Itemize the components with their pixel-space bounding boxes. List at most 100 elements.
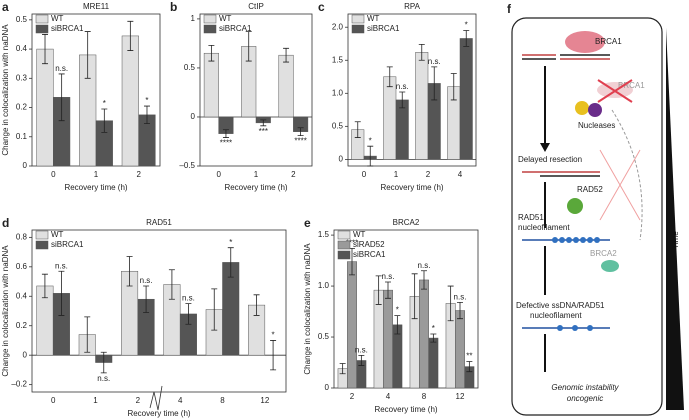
axis-break [149,385,163,411]
diagram: f Time BRCA1 BRCA1 Nucleases Delayed res… [507,2,684,416]
legend-swatch [351,24,365,34]
x-axis-label: Recovery time (h) [64,183,127,192]
arrowhead [540,143,550,152]
bar [278,54,294,118]
legend-label: siBRCA1 [219,24,252,33]
bar [203,52,219,118]
bar [428,337,439,389]
plot-frame [333,229,479,389]
legend-label: siBRCA1 [51,240,84,249]
bar [383,76,397,160]
legend-label: WT [367,14,380,23]
error-bar [421,270,427,290]
error-bar [84,316,91,353]
x-tick-label: 2 [136,396,141,405]
label: Genomic instability [551,383,619,392]
legend-label: siBRCA1 [353,250,386,259]
legend-swatch [35,230,49,240]
x-tick-label: 4 [178,396,183,405]
significance: * [432,324,435,333]
error-bar [41,273,48,299]
significance: **** [294,137,306,146]
label: Defective ssDNA/RAD51 [516,301,605,310]
dashed-arrow [611,109,643,241]
y-tick-label: 0 [325,383,330,392]
legend-label: WT [219,14,232,23]
x-tick-label: 8 [220,396,225,405]
bar [383,289,393,389]
label: RAD52 [577,185,603,194]
label: BRCA2 [590,249,617,258]
panel-letter: d [2,216,9,230]
legend-label: siBRCA1 [367,24,400,33]
bar [36,48,54,167]
error-bar [101,108,108,133]
x-tick-label: 0 [51,396,56,405]
x-axis-label: Recovery time (h) [380,183,443,192]
y-tick-label: 0.3 [16,73,28,82]
x-tick-label: 2 [426,170,431,179]
label: RAD51 [518,213,544,222]
y-tick-label: 0.2 [16,321,28,330]
y-tick-label: 0.5 [332,121,344,130]
error-bar [100,351,107,374]
legend-swatch [337,240,351,250]
panel-letter: e [304,216,311,230]
y-tick-label: 0.5 [16,15,28,24]
y-tick-label: 0.4 [16,291,28,300]
significance: n.s. [355,345,368,354]
error-bar [430,333,437,343]
bar [121,35,139,167]
error-bar [58,270,65,316]
bar [415,52,429,160]
significance: * [396,306,399,315]
x-tick-label: 12 [456,392,465,401]
y-tick-label: 0 [23,350,28,359]
bar [395,99,409,160]
error-bar [418,44,425,61]
rad51-beads [557,325,593,331]
panel-letter: f [507,2,512,16]
y-tick-label: 1.0 [332,88,344,97]
x-tick-label: 8 [422,392,427,401]
significance: n.s. [55,261,68,270]
error-bar [143,105,150,125]
error-bar [253,294,260,316]
error-bar [143,285,150,313]
bar [373,289,384,389]
legend-swatch [351,14,365,24]
significance: * [145,96,148,105]
chart-title: MRE11 [83,2,110,11]
chart-title: BRCA2 [393,218,420,227]
legend-swatch [203,24,217,34]
error-bar [411,273,418,320]
significance: n.s. [140,276,153,285]
brca2-shape [601,260,619,272]
y-axis-label: Change in colocalization with naDNA [303,243,312,375]
y-tick-label: 0.8 [16,232,28,241]
panel-letter: a [2,0,9,14]
legend-label: WT [51,230,64,239]
x-tick-label: 2 [136,170,141,179]
rad52-shape [567,198,583,214]
x-tick-label: 0 [51,170,56,179]
x-tick-label: 1 [254,170,259,179]
error-bar [297,127,304,136]
x-tick-label: 1 [94,170,99,179]
legend-label: WT [353,230,366,239]
error-bar [394,315,401,335]
error-bar [385,281,391,299]
y-tick-label: 0.2 [16,103,28,112]
y-tick-label: 0 [23,161,28,170]
plot-frame [31,229,287,393]
y-tick-label: 0.5 [318,332,330,341]
significance: * [103,99,106,108]
y-axis-label: Change in colocalization with naDNA [1,24,10,156]
nuclease [575,101,589,115]
bar [347,261,357,389]
x-axis-label: Recovery time (h) [374,405,437,414]
x-tick-label: 12 [260,396,269,405]
significance: * [369,136,372,145]
y-tick-label: 1.0 [318,281,330,290]
error-bar [431,66,438,101]
